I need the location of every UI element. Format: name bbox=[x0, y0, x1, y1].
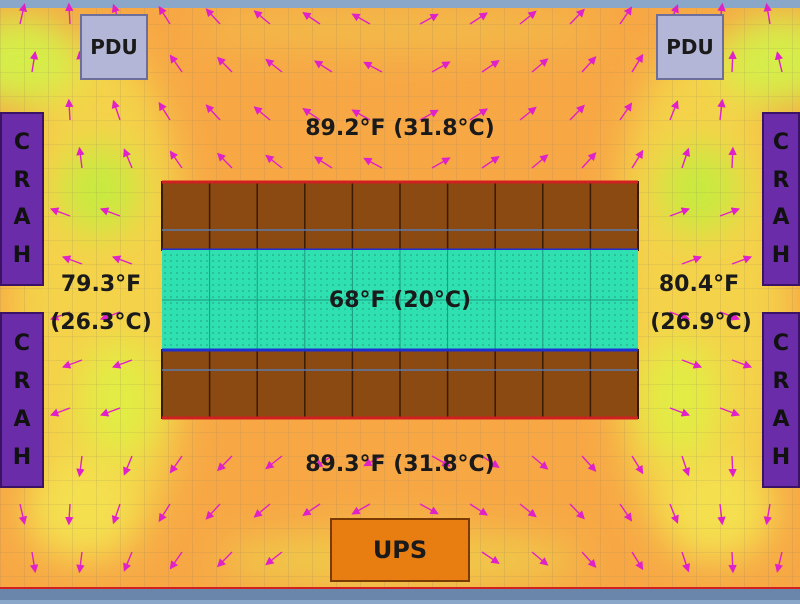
crah-letter: A bbox=[13, 205, 31, 231]
crah-letter: A bbox=[772, 205, 790, 231]
crah-letter: H bbox=[771, 444, 791, 470]
crah-unit-left-bottom: C R A H bbox=[0, 312, 44, 488]
crah-letter: R bbox=[13, 368, 31, 394]
pdu-left-label: PDU bbox=[90, 35, 138, 59]
pdu-right: PDU bbox=[656, 14, 724, 80]
temp-left-c-label: (26.3°C) bbox=[50, 310, 152, 335]
crah-unit-left-top: C R A H bbox=[0, 112, 44, 286]
crah-unit-right-bottom: C R A H bbox=[762, 312, 800, 488]
rack-row-top bbox=[161, 180, 639, 252]
temp-center-label: 68°F (20°C) bbox=[328, 288, 472, 313]
temp-top-label: 89.2°F (31.8°C) bbox=[305, 116, 495, 141]
pdu-left: PDU bbox=[80, 14, 148, 80]
crah-letter: C bbox=[772, 330, 790, 356]
crah-letter: C bbox=[772, 130, 790, 156]
crah-letter: C bbox=[13, 330, 31, 356]
crah-letter: H bbox=[771, 242, 791, 268]
rack-row-bottom bbox=[161, 348, 639, 420]
crah-letter: R bbox=[772, 167, 790, 193]
crah-unit-right-top: C R A H bbox=[762, 112, 800, 286]
bottom-border-strip bbox=[0, 588, 800, 600]
crah-letter: R bbox=[772, 368, 790, 394]
temp-right-c-label: (26.9°C) bbox=[650, 310, 752, 335]
crah-letter: C bbox=[13, 130, 31, 156]
crah-letter: A bbox=[772, 406, 790, 432]
airflow-arrows bbox=[18, 2, 784, 574]
crah-letter: A bbox=[13, 406, 31, 432]
temp-left-f-label: 79.3°F bbox=[60, 272, 142, 297]
temp-bottom-label: 89.3°F (31.8°C) bbox=[305, 452, 495, 477]
crah-letter: R bbox=[13, 167, 31, 193]
temp-right-f-label: 80.4°F bbox=[658, 272, 740, 297]
ups-unit: UPS bbox=[330, 518, 470, 582]
crah-letter: H bbox=[12, 444, 32, 470]
pdu-right-label: PDU bbox=[666, 35, 714, 59]
crah-letter: H bbox=[12, 242, 32, 268]
top-border-strip bbox=[0, 0, 800, 8]
ups-label: UPS bbox=[372, 536, 428, 564]
